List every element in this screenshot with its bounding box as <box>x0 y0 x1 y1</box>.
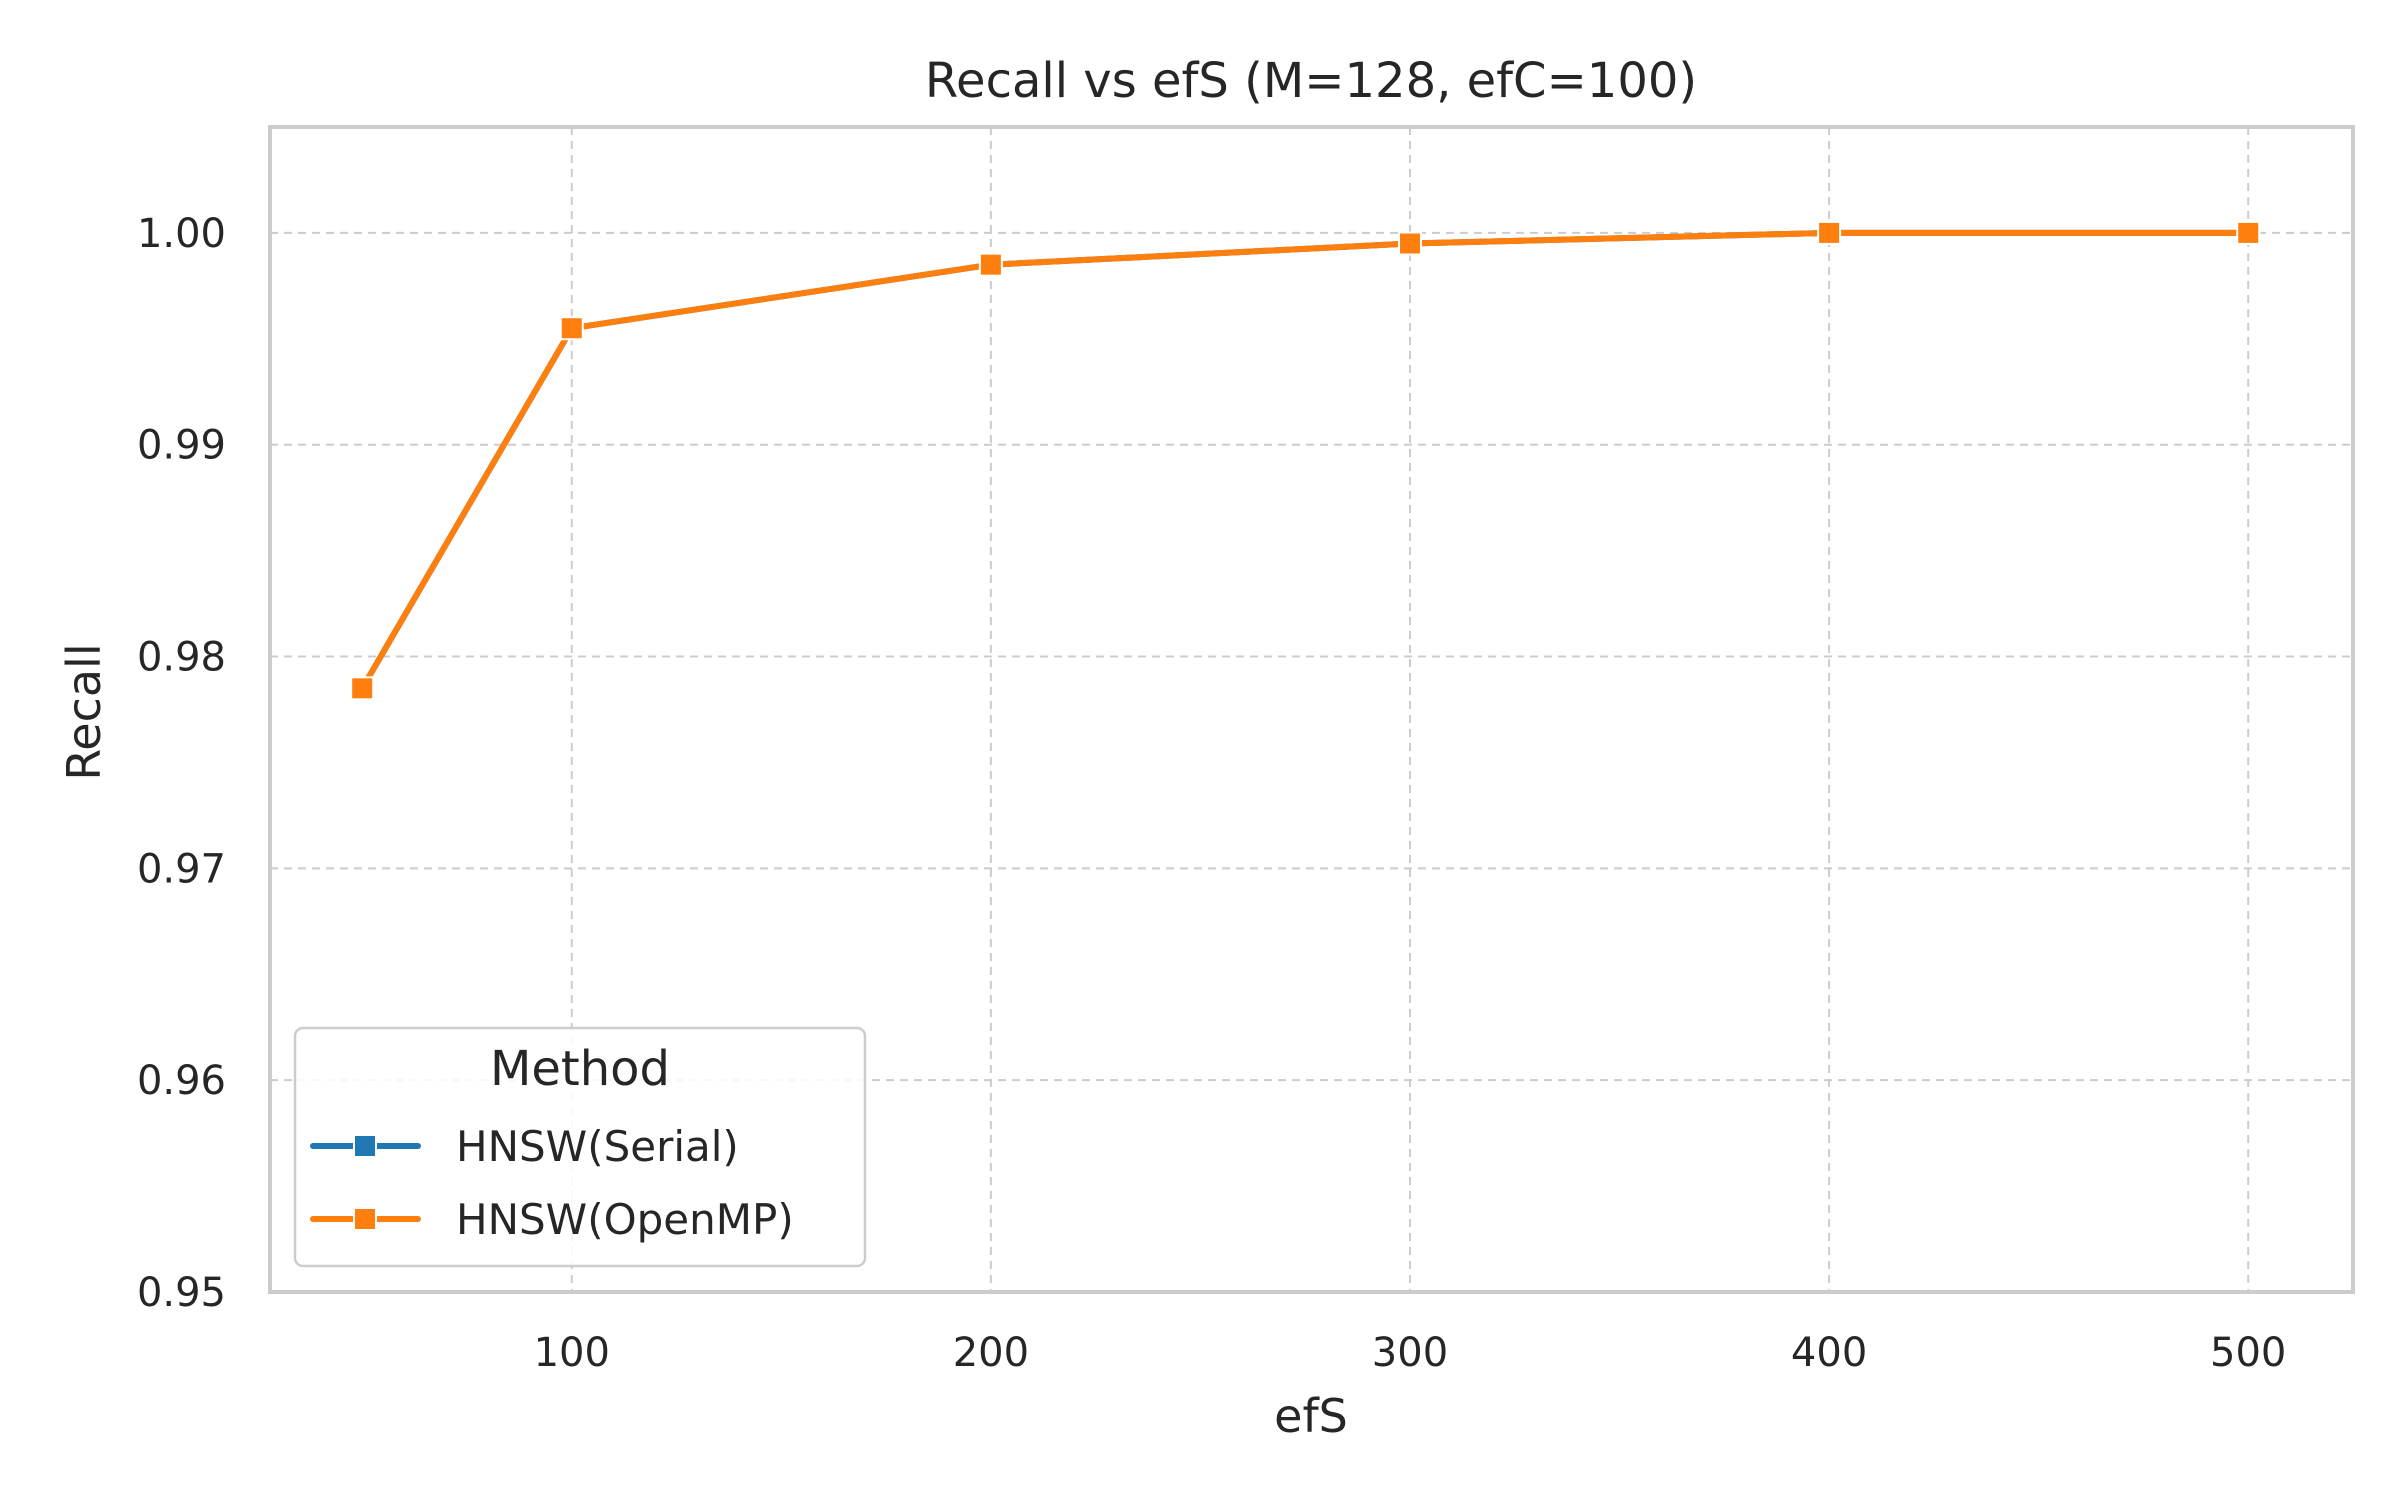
y-tick-label: 0.95 <box>137 1270 226 1316</box>
x-tick-label: 200 <box>953 1330 1029 1376</box>
chart-title: Recall vs efS (M=128, efC=100) <box>925 53 1697 109</box>
data-point <box>1397 231 1422 256</box>
legend-label: HNSW(Serial) <box>456 1122 739 1171</box>
y-tick-label: 1.00 <box>137 211 226 257</box>
x-tick-label: 100 <box>534 1330 610 1376</box>
y-tick-label: 0.99 <box>137 423 226 469</box>
legend-title: Method <box>490 1041 670 1097</box>
data-point <box>350 676 375 701</box>
legend-items: HNSW(Serial) HNSW(OpenMP) <box>310 1122 794 1244</box>
plot-frame <box>268 125 2355 1294</box>
legend-marker-swatch <box>353 1207 377 1231</box>
legend: Method HNSW(Serial) HNSW(OpenMP) <box>293 1026 867 1268</box>
data-series <box>350 220 2261 701</box>
data-point <box>2236 220 2261 245</box>
legend-item: HNSW(OpenMP) <box>310 1195 794 1244</box>
x-axis-label: efS <box>1274 1389 1348 1443</box>
x-tick-label: 500 <box>2210 1330 2286 1376</box>
data-point <box>559 316 584 341</box>
x-tick-label: 300 <box>1372 1330 1448 1376</box>
data-point <box>978 252 1003 277</box>
tick-labels: 100 200 300 400 500 0.95 0.96 0.97 0.98 0.99 1.00 <box>137 211 2286 1376</box>
legend-box <box>293 1026 867 1268</box>
data-point <box>1817 220 1842 245</box>
legend-marker-swatch <box>353 1134 377 1158</box>
y-axis-label: Recall <box>57 643 111 780</box>
series-1 <box>350 220 2261 701</box>
legend-item: HNSW(Serial) <box>310 1122 739 1171</box>
y-tick-label: 0.98 <box>137 635 226 681</box>
y-tick-label: 0.96 <box>137 1058 226 1104</box>
x-tick-label: 400 <box>1791 1330 1867 1376</box>
y-tick-label: 0.97 <box>137 846 226 892</box>
series-line <box>359 229 2252 692</box>
legend-label: HNSW(OpenMP) <box>456 1195 794 1244</box>
